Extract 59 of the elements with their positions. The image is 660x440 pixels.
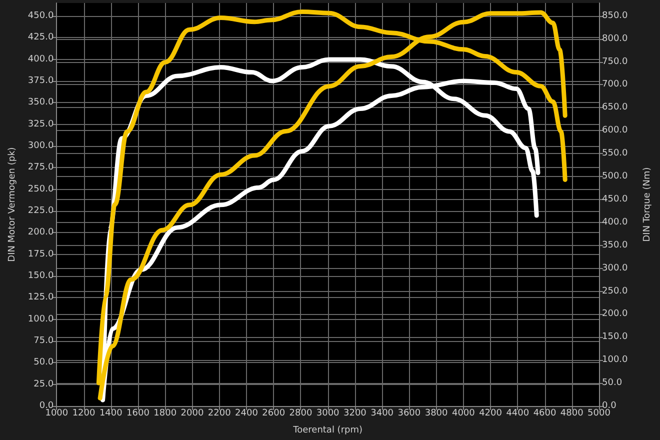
x-tick-label: 3200 xyxy=(343,408,367,418)
x-tick-label: 3400 xyxy=(370,408,394,418)
y-tick-label: 125.0 xyxy=(28,292,54,303)
y-tick-label: 275.0 xyxy=(28,162,54,173)
y-tick-label: 225.0 xyxy=(28,206,54,216)
y2-tick-label: 500.0 xyxy=(602,172,628,182)
x-tick-label: 5000 xyxy=(588,408,611,418)
y2-tick-label: 100.0 xyxy=(602,355,628,366)
y2-tick-label: 550.0 xyxy=(602,148,628,159)
y-tick-label: 75.0 xyxy=(34,336,54,346)
y-tick-label: 425.0 xyxy=(28,32,54,43)
x-tick-label: 1800 xyxy=(154,408,177,418)
y-tick-label: 450.0 xyxy=(28,11,54,21)
x-tick-label: 4400 xyxy=(506,408,530,418)
y2-tick-label: 200.0 xyxy=(602,309,628,320)
y2-tick-label: 50.0 xyxy=(602,378,622,388)
x-tick-label: 1200 xyxy=(72,408,96,418)
y2-tick-label: 400.0 xyxy=(602,217,628,228)
x-tick-label: 4000 xyxy=(452,408,476,418)
y2-tick-label: 450.0 xyxy=(602,194,628,204)
x-tick-label: 4600 xyxy=(533,408,556,418)
y2-tick-label: 150.0 xyxy=(602,332,628,342)
y-tick-label: 375.0 xyxy=(28,76,54,86)
y-tick-label: 400.0 xyxy=(28,54,54,64)
x-tick-label: 1600 xyxy=(126,408,150,418)
x-tick-label: 2200 xyxy=(208,408,232,418)
y2-tick-label: 850.0 xyxy=(602,10,628,21)
y2-tick-label: 700.0 xyxy=(602,80,628,90)
y-tick-label: 100.0 xyxy=(28,314,54,324)
y-tick-label: 50.0 xyxy=(34,358,54,368)
y-tick-label: 25.0 xyxy=(34,379,54,390)
x-tick-label: 2000 xyxy=(180,408,204,418)
x-tick-label: 4800 xyxy=(560,408,584,418)
x-tick-label: 1000 xyxy=(45,408,68,418)
y-tick-label: 200.0 xyxy=(28,228,54,238)
x-axis-title: Toerental (rpm) xyxy=(292,426,363,436)
y-tick-label: 300.0 xyxy=(28,141,54,151)
x-tick-label: 2400 xyxy=(235,408,258,418)
y2-tick-label: 800.0 xyxy=(602,34,628,44)
x-tick-label: 3000 xyxy=(316,408,340,418)
y-tick-label: 250.0 xyxy=(28,184,54,194)
y2-tick-label: 300.0 xyxy=(602,263,628,274)
y2-tick-label: 250.0 xyxy=(602,286,628,296)
y-tick-label: 175.0 xyxy=(28,249,54,260)
y2-tick-label: 650.0 xyxy=(602,102,628,113)
y-axis-title: DIN Motor Vermogen (pk) xyxy=(8,147,18,262)
x-tick-label: 4200 xyxy=(479,408,502,418)
x-tick-label: 2600 xyxy=(262,408,286,418)
y2-tick-label: 350.0 xyxy=(602,240,628,250)
x-tick-label: 2800 xyxy=(289,408,312,418)
y2-axis-title: DIN Torque (Nm) xyxy=(642,167,652,242)
y-tick-label: 325.0 xyxy=(28,119,54,130)
x-tick-label: 3800 xyxy=(424,408,448,418)
y-tick-label: 150.0 xyxy=(28,271,54,281)
y2-tick-label: 750.0 xyxy=(602,56,628,67)
x-tick-label: 1400 xyxy=(99,408,123,418)
y-tick-label: 350.0 xyxy=(28,98,54,108)
x-tick-label: 3600 xyxy=(398,408,421,418)
y2-tick-label: 600.0 xyxy=(602,126,628,136)
